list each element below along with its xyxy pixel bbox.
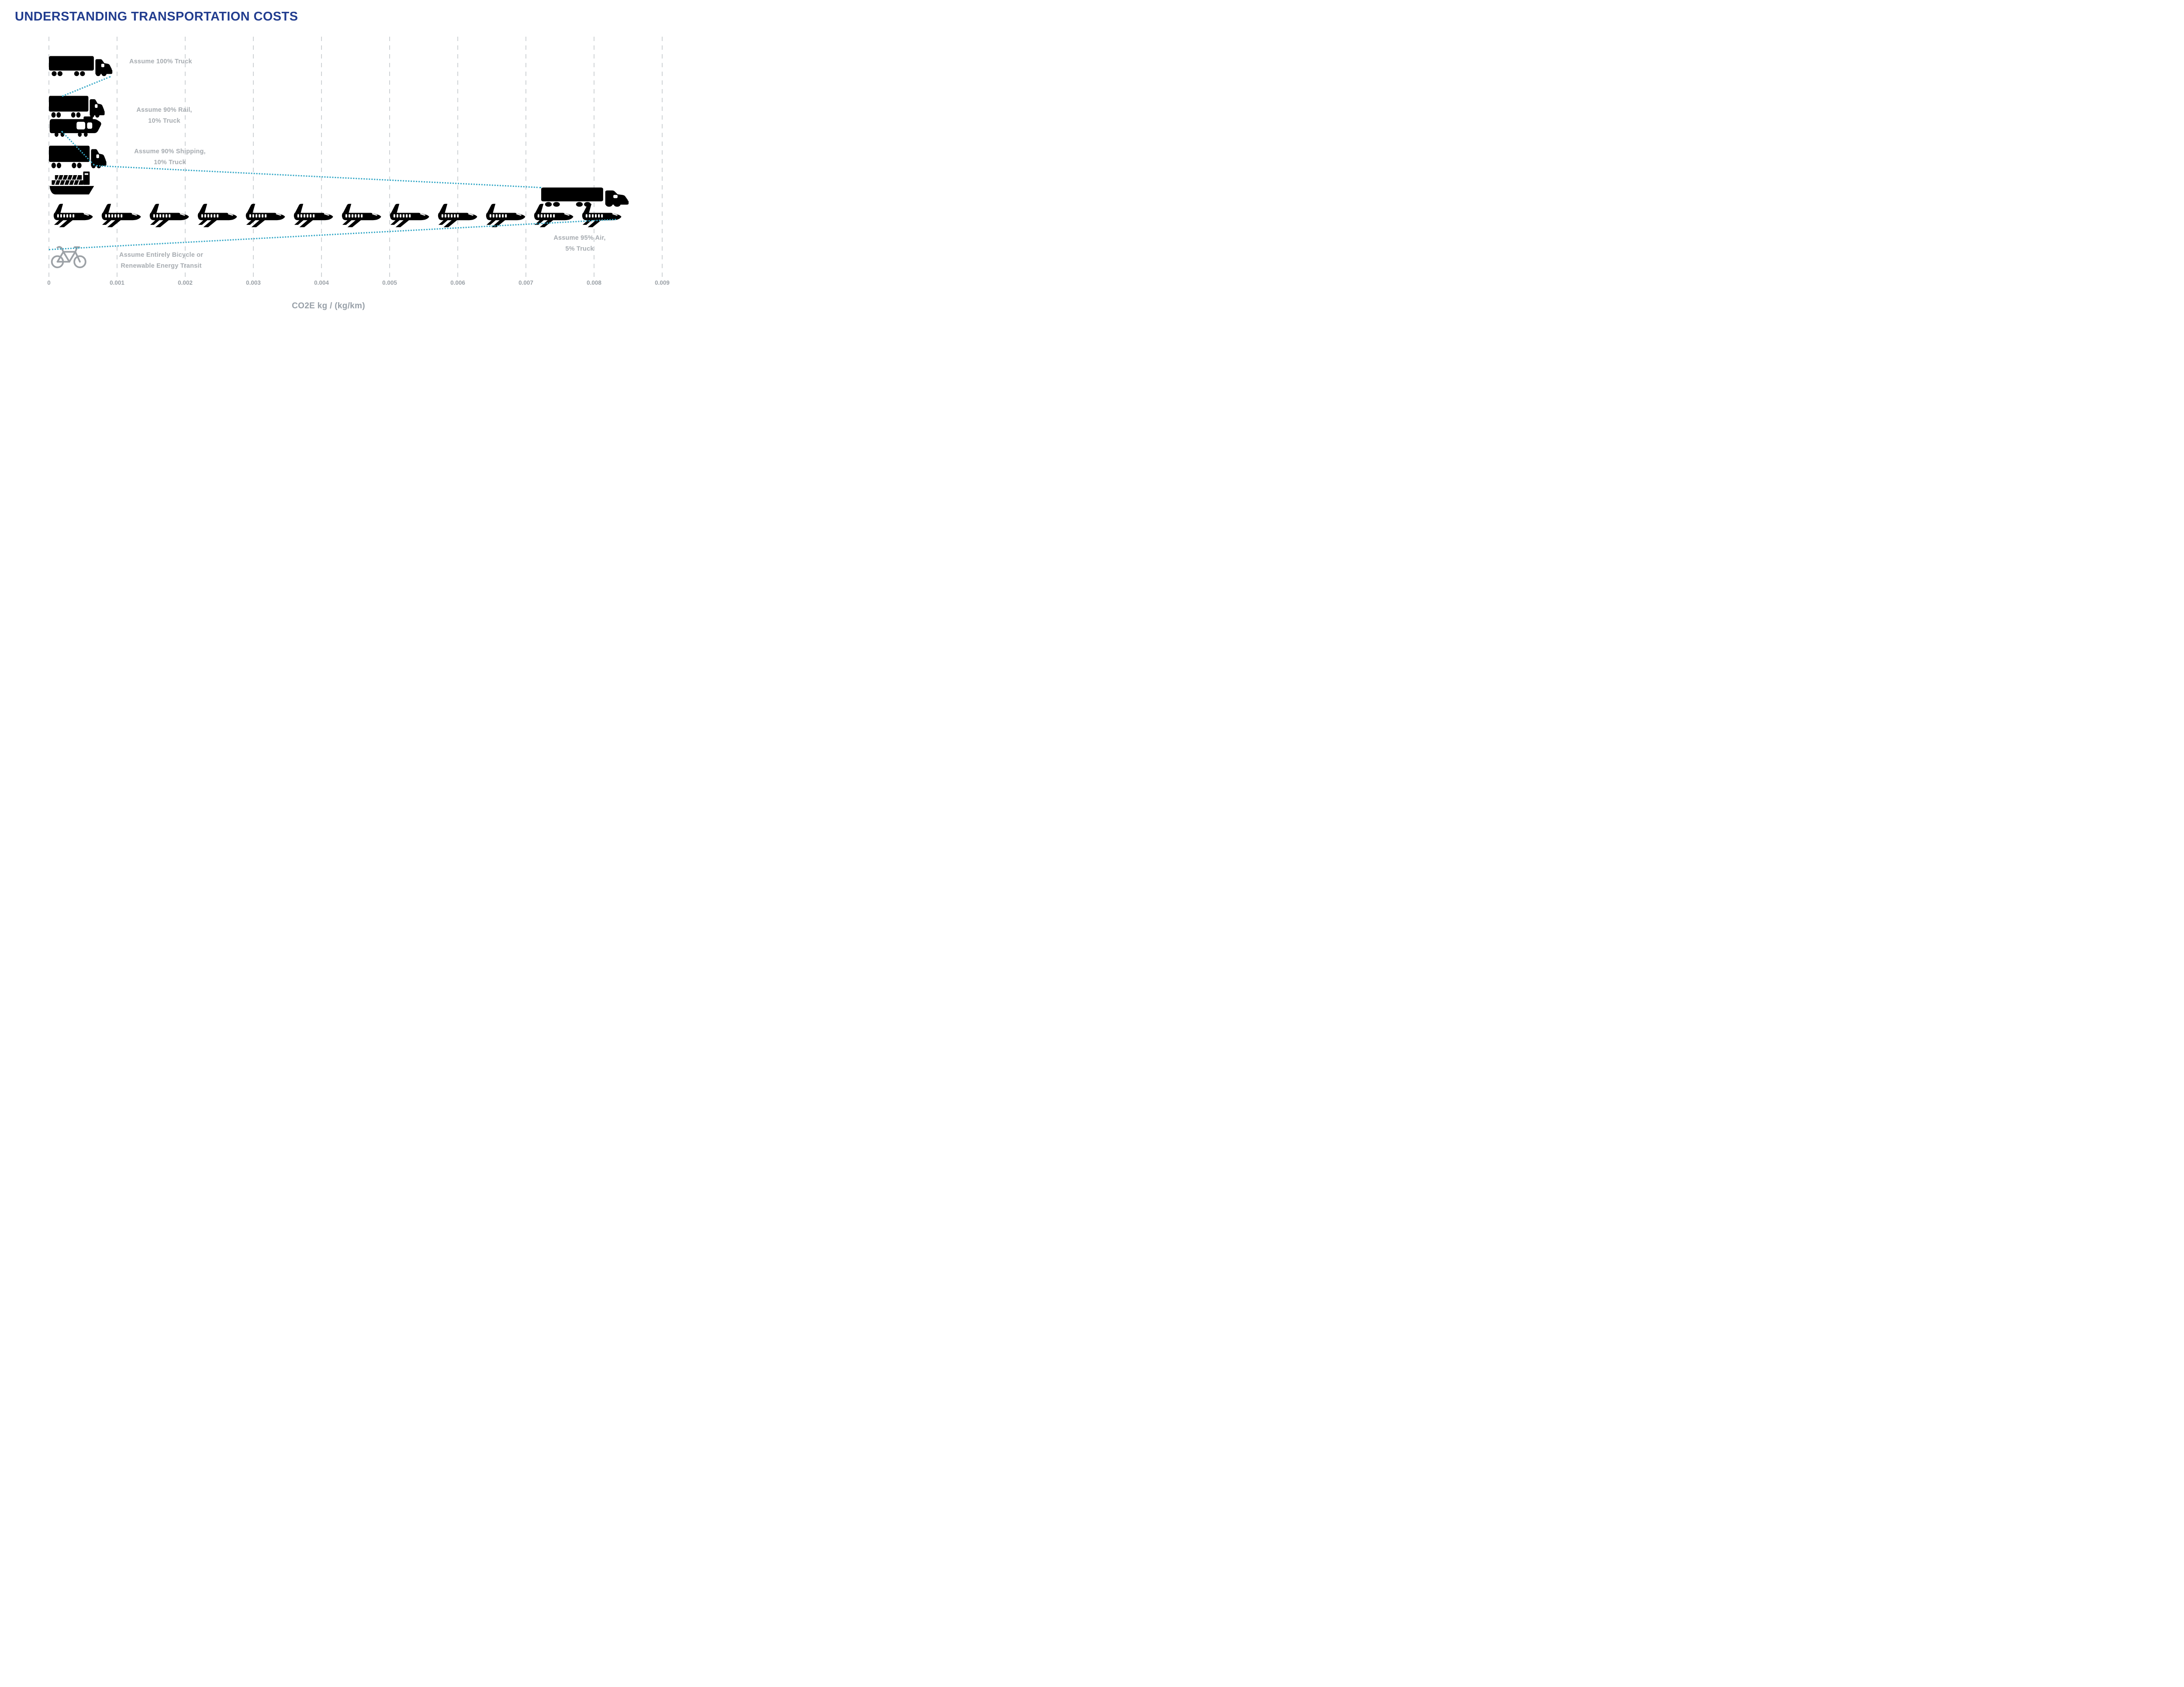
- airplane-icon: [197, 204, 238, 228]
- gridline: [389, 37, 390, 277]
- x-axis-title: CO2E kg / (kg/km): [292, 301, 365, 310]
- row-label-rail-line2: 10% Truck: [148, 117, 180, 124]
- x-tick-label: 0.006: [450, 279, 465, 286]
- gridline: [525, 37, 526, 277]
- row-label-rail: Assume 90% Rail, 10% Truck: [136, 105, 192, 127]
- row-label-shipping: Assume 90% Shipping, 10% Truck: [134, 146, 206, 168]
- airplane-icon: [53, 204, 93, 228]
- airplane-icon: [341, 204, 382, 228]
- truck-icon: [541, 187, 629, 207]
- x-tick-label: 0.001: [110, 279, 124, 286]
- connector-line-truck-to-rail: [62, 76, 111, 97]
- airplane-icon: [581, 204, 622, 228]
- gridline: [662, 37, 663, 277]
- airplane-icon: [245, 204, 286, 228]
- gridline: [321, 37, 322, 277]
- locomotive-icon: [49, 116, 62, 137]
- airplane-icon: [389, 204, 430, 228]
- connector-line-shipping-to-air-truck: [96, 165, 541, 189]
- x-tick-label: 0.008: [587, 279, 601, 286]
- container-ship-icon: [49, 171, 95, 195]
- row-label-bicycle-line1: Assume Entirely Bicycle or: [119, 252, 204, 259]
- row-label-bicycle-line2: Renewable Energy Transit: [121, 262, 202, 269]
- chart-canvas: UNDERSTANDING TRANSPORTATION COSTS Assum…: [0, 0, 692, 338]
- row-label-shipping-line1: Assume 90% Shipping,: [134, 148, 206, 155]
- x-tick-label: 0.007: [518, 279, 533, 286]
- row-label-air: Assume 95% Air, 5% Truck: [553, 233, 605, 255]
- row-label-shipping-line2: 10% Truck: [154, 159, 186, 166]
- airplane-icon: [293, 204, 334, 228]
- chart-title: UNDERSTANDING TRANSPORTATION COSTS: [15, 10, 298, 24]
- x-tick-label: 0.002: [178, 279, 193, 286]
- x-tick-label: 0.004: [314, 279, 329, 286]
- x-tick-label: 0.003: [246, 279, 261, 286]
- row-label-rail-line1: Assume 90% Rail,: [136, 107, 192, 114]
- airplane-icon: [101, 204, 142, 228]
- x-tick-label: 0: [47, 279, 51, 286]
- x-tick-label: 0.009: [655, 279, 670, 286]
- x-tick-label: 0.005: [382, 279, 397, 286]
- gridline: [457, 37, 458, 277]
- rail-teal-highlight: [49, 95, 62, 138]
- row-label-bicycle: Assume Entirely Bicycle or Renewable Ene…: [119, 250, 203, 272]
- gridline: [185, 37, 186, 277]
- row-label-air-line2: 5% Truck: [565, 245, 594, 252]
- truck-icon: [49, 56, 113, 76]
- airplane-icon: [437, 204, 478, 228]
- row-label-truck: Assume 100% Truck: [129, 58, 192, 65]
- row-label-air-line1: Assume 95% Air,: [553, 235, 606, 241]
- airplane-icon: [149, 204, 190, 228]
- gridline: [253, 37, 254, 277]
